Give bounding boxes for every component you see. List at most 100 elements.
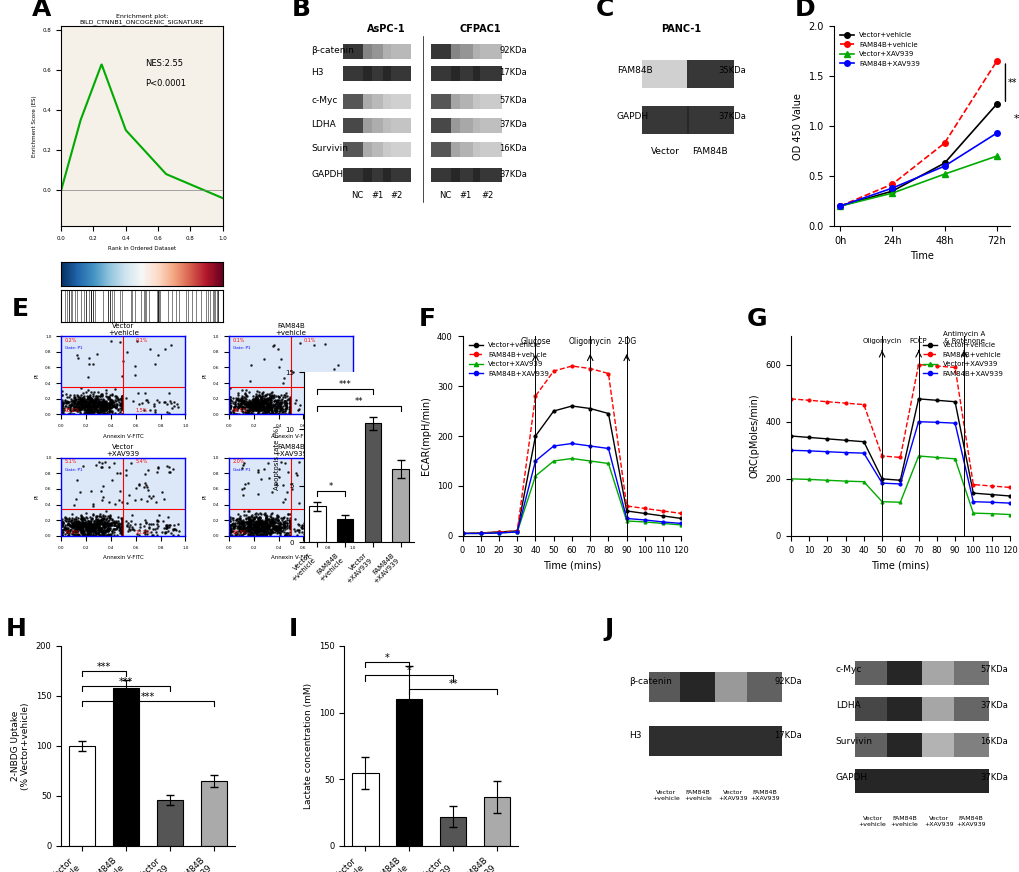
Point xyxy=(102,392,118,405)
Point xyxy=(114,515,130,529)
Bar xyxy=(854,661,890,685)
Point xyxy=(233,384,250,398)
Point xyxy=(276,390,292,404)
Point xyxy=(164,523,180,537)
Point xyxy=(95,508,111,522)
Point xyxy=(87,523,103,537)
Bar xyxy=(473,118,501,133)
Point xyxy=(70,404,87,418)
Point xyxy=(74,526,91,540)
Point xyxy=(266,516,282,530)
Point xyxy=(85,524,101,538)
Point xyxy=(77,520,94,534)
Point xyxy=(277,394,293,408)
Point xyxy=(82,528,98,542)
Point xyxy=(261,519,277,533)
Point xyxy=(326,519,342,533)
Point xyxy=(83,385,99,399)
Point xyxy=(271,402,287,416)
Point xyxy=(238,398,255,412)
Point xyxy=(268,521,284,535)
Point xyxy=(270,515,286,529)
Point xyxy=(273,405,289,419)
Point xyxy=(240,514,257,528)
Point xyxy=(98,395,114,409)
Point xyxy=(265,521,281,535)
Point xyxy=(65,527,82,541)
Point xyxy=(247,518,263,532)
Point xyxy=(131,521,148,535)
Point xyxy=(281,518,298,532)
Point xyxy=(248,521,264,535)
Point xyxy=(261,518,277,532)
Point xyxy=(247,523,263,537)
Point xyxy=(261,406,277,420)
Point xyxy=(271,525,287,539)
Point xyxy=(222,393,238,407)
Point xyxy=(250,398,266,412)
Point xyxy=(97,399,113,412)
Vector+XAV939 xyxy=(937,169,950,180)
Point xyxy=(236,526,253,540)
Point xyxy=(87,396,103,410)
Point xyxy=(81,357,97,371)
Point xyxy=(87,406,103,420)
Point xyxy=(253,520,269,534)
Point xyxy=(77,509,94,523)
Point xyxy=(141,520,157,534)
Point xyxy=(243,395,259,409)
Point xyxy=(100,402,116,416)
Point xyxy=(67,520,84,534)
Line: FAM84B+vehicle: FAM84B+vehicle xyxy=(837,58,999,209)
Point xyxy=(254,518,270,532)
Point xyxy=(262,406,278,420)
Point xyxy=(250,395,266,409)
Point xyxy=(92,398,108,412)
Point xyxy=(81,528,97,542)
Point xyxy=(243,518,259,532)
Point xyxy=(321,520,337,534)
Point xyxy=(138,515,154,529)
Point xyxy=(250,521,266,535)
Point xyxy=(94,514,110,528)
Point xyxy=(252,512,268,526)
Vector+vehicle xyxy=(894,475,906,486)
Point xyxy=(95,527,111,541)
Point xyxy=(102,404,118,418)
Point xyxy=(55,405,71,419)
Point xyxy=(65,403,82,417)
Point xyxy=(85,399,101,413)
Text: 35KDa: 35KDa xyxy=(717,65,745,75)
Point xyxy=(140,463,156,477)
Point xyxy=(98,528,114,542)
Point xyxy=(89,400,105,414)
Point xyxy=(258,515,274,529)
FAM84B+XAV939 xyxy=(886,183,898,194)
Point xyxy=(238,397,255,411)
Point xyxy=(247,403,263,417)
Point xyxy=(94,389,110,403)
Point xyxy=(87,528,103,542)
Point xyxy=(75,393,92,407)
Point xyxy=(267,393,283,407)
Point xyxy=(260,518,276,532)
Point xyxy=(72,515,89,529)
Point xyxy=(222,392,238,406)
Point xyxy=(94,460,110,474)
Point xyxy=(231,515,248,529)
Point xyxy=(85,394,101,408)
Point xyxy=(67,493,84,507)
Point xyxy=(281,395,298,409)
Point xyxy=(257,508,273,522)
Point xyxy=(89,519,105,533)
Point xyxy=(252,528,268,542)
Point xyxy=(148,495,164,509)
Point xyxy=(84,396,100,410)
Point xyxy=(272,521,288,535)
Point xyxy=(85,397,101,411)
Point xyxy=(143,491,159,505)
Point xyxy=(81,403,97,417)
Point xyxy=(333,389,350,403)
Point xyxy=(86,397,102,411)
Point xyxy=(85,397,101,411)
